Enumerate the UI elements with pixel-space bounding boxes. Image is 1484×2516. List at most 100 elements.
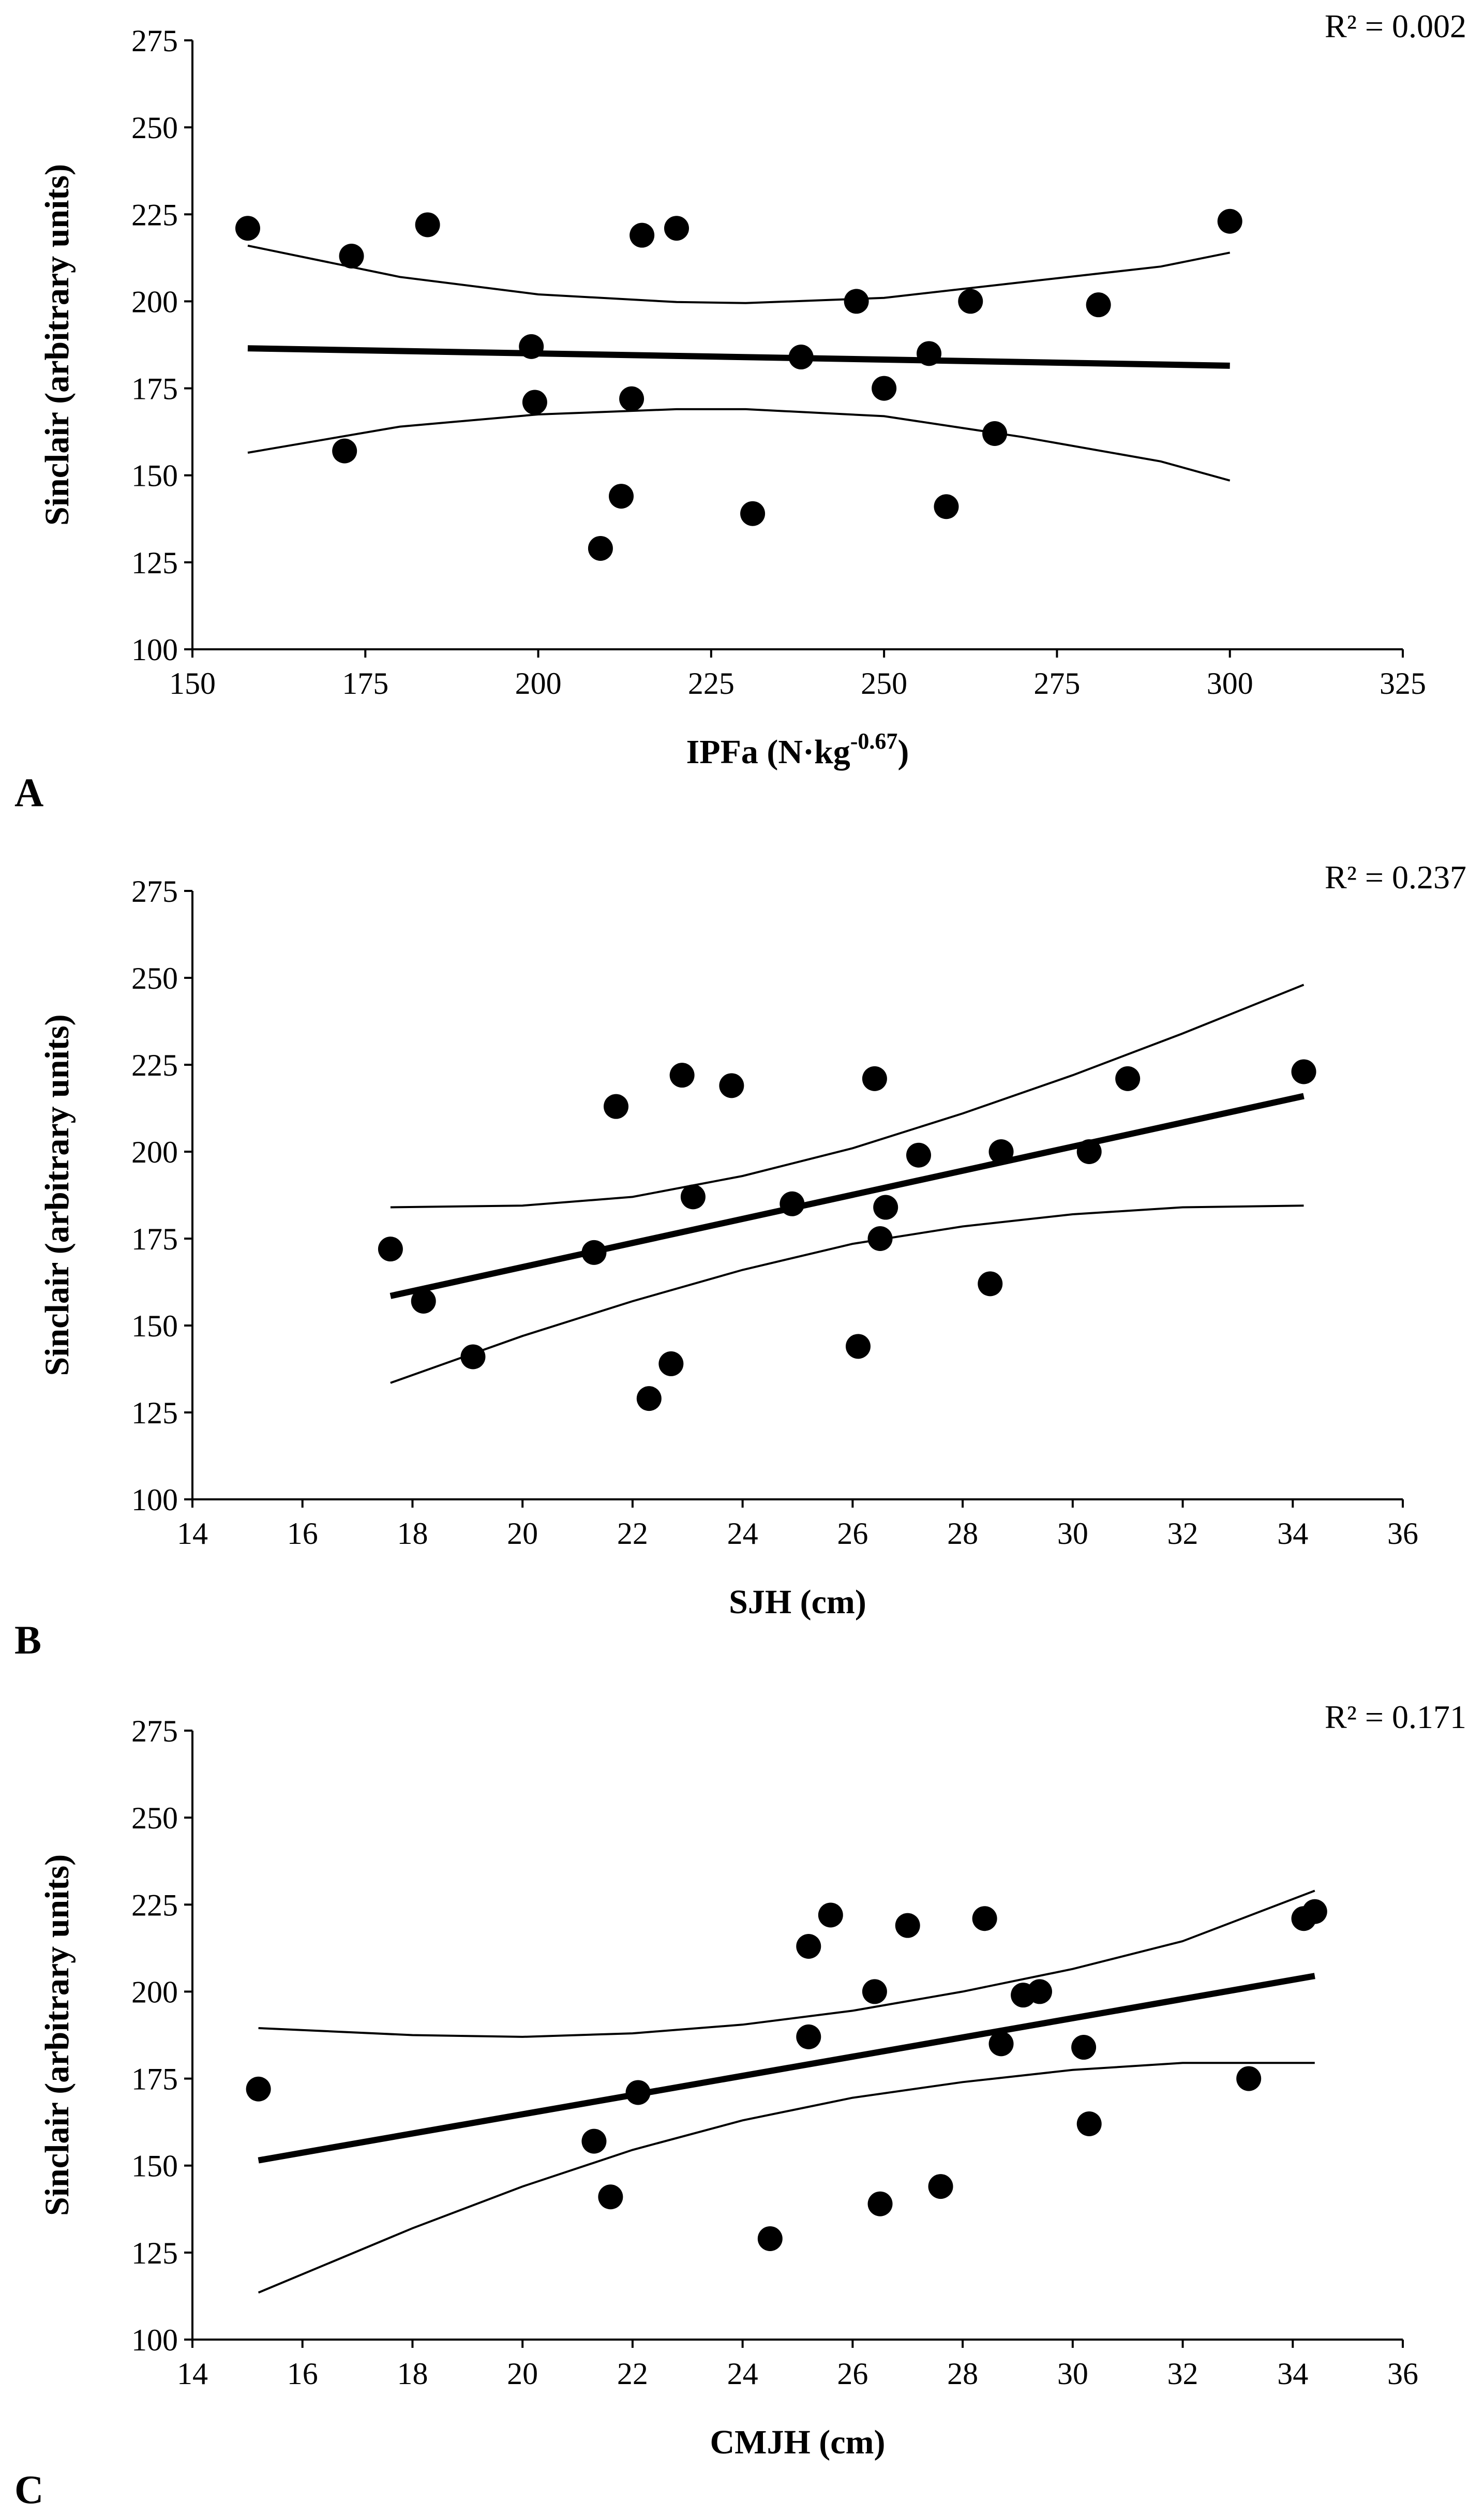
data-point [235, 216, 260, 241]
data-point [988, 2031, 1014, 2057]
panel-c: 100 125 150 175 200 225 250 275 14 16 18 20 22 24 26 28… [14, 1699, 1466, 2512]
data-point [846, 1334, 871, 1359]
data-point [411, 1288, 436, 1314]
data-point [1302, 1899, 1327, 1924]
data-point [664, 216, 689, 241]
x-tick-label: 34 [1277, 1516, 1308, 1551]
data-point [780, 1191, 805, 1216]
x-tick-label: 36 [1387, 1516, 1418, 1551]
x-tick-label: 300 [1207, 666, 1253, 701]
ci-upper-line [390, 984, 1305, 1209]
x-tick-label: 16 [287, 2357, 318, 2391]
data-point [1217, 209, 1242, 234]
r-squared-label: R² = 0.237 [1325, 859, 1466, 896]
data-point [609, 484, 634, 509]
x-tick-label: 30 [1057, 1516, 1088, 1551]
data-point [719, 1073, 744, 1098]
data-point [519, 334, 544, 359]
x-tick-label: 22 [617, 1516, 648, 1551]
y-tick-label: 175 [131, 2062, 178, 2096]
x-tick-label: 16 [287, 1516, 318, 1551]
y-tick-label: 125 [131, 2236, 178, 2270]
ci-lower-line [247, 408, 1231, 482]
data-point [581, 2128, 607, 2154]
data-point [958, 289, 983, 314]
data-point [619, 386, 644, 411]
y-tick-label: 200 [131, 1975, 178, 2009]
x-tick-label: 275 [1033, 666, 1080, 701]
data-point [1076, 2111, 1102, 2137]
x-tick-label: 34 [1277, 2357, 1308, 2391]
y-tick-label: 150 [131, 2149, 178, 2183]
x-tick-label: 24 [727, 2357, 758, 2391]
data-point [934, 494, 959, 519]
x-tick-label: 28 [947, 1516, 978, 1551]
x-tick-label: 250 [861, 666, 907, 701]
x-tick-label: 32 [1167, 1516, 1198, 1551]
y-tick-label: 100 [131, 633, 178, 667]
x-tick-label: 18 [397, 2357, 428, 2391]
x-tick-label: 225 [688, 666, 734, 701]
data-point [1291, 1059, 1316, 1084]
x-tick-label: 18 [397, 1516, 428, 1551]
data-point [982, 421, 1008, 446]
y-tick-label: 125 [131, 1396, 178, 1430]
r-squared-label: R² = 0.002 [1325, 8, 1466, 44]
x-tick-label: 30 [1057, 2357, 1088, 2391]
data-point [1086, 292, 1111, 318]
data-point [895, 1913, 920, 1938]
y-axis-title: Sinclair (arbitrary units) [38, 1014, 76, 1376]
data-point [415, 212, 440, 237]
x-axis-title: SJH (cm) [729, 1583, 866, 1621]
panel-a: 100 125 150 175 200 225 250 275 150 175 200 225 250 2… [14, 8, 1466, 815]
data-point [867, 1226, 893, 1251]
y-axis-title: Sinclair (arbitrary units) [38, 164, 76, 526]
data-point [636, 1386, 662, 1411]
data-point [917, 341, 942, 366]
data-point [988, 1139, 1014, 1164]
y-tick-label: 250 [131, 1801, 178, 1835]
x-axis-title: IPFa (N·kg-0.67) [686, 728, 909, 771]
data-point [928, 2174, 953, 2199]
y-tick-label: 275 [131, 1714, 178, 1748]
data-point [867, 2191, 893, 2216]
y-tick-label: 250 [131, 961, 178, 995]
panel-label: A [14, 770, 43, 815]
x-tick-label: 200 [515, 666, 562, 701]
y-tick-label: 200 [131, 1135, 178, 1169]
data-point [1076, 1139, 1102, 1164]
data-point [658, 1351, 684, 1376]
x-tick-label: 24 [727, 1516, 758, 1551]
data-point [588, 535, 613, 561]
data-point [873, 1195, 898, 1220]
x-tick-label: 175 [342, 666, 388, 701]
data-point [339, 243, 364, 269]
x-tick-label: 20 [507, 2357, 538, 2391]
x-tick-label: 150 [169, 666, 216, 701]
data-point [604, 1094, 628, 1119]
data-point [844, 289, 869, 314]
data-point [796, 2024, 821, 2049]
x-tick-label: 26 [837, 1516, 868, 1551]
data-point [1071, 2035, 1097, 2060]
data-point [972, 1906, 997, 1931]
data-point [906, 1142, 931, 1168]
x-axis-title: CMJH (cm) [710, 2423, 885, 2461]
y-axis-title: Sinclair (arbitrary units) [38, 1854, 76, 2216]
regression-line [258, 1973, 1315, 2164]
r-squared-label: R² = 0.171 [1325, 1699, 1466, 1735]
y-tick-label: 100 [131, 1483, 178, 1517]
panel-label: B [14, 1617, 41, 1662]
data-point [378, 1237, 403, 1262]
y-tick-label: 225 [131, 1888, 178, 1922]
y-tick-label: 225 [131, 1048, 178, 1082]
y-tick-label: 225 [131, 198, 178, 232]
data-point [818, 1902, 843, 1928]
y-tick-label: 150 [131, 459, 178, 493]
data-point [581, 1240, 607, 1265]
x-tick-label: 22 [617, 2357, 648, 2391]
x-tick-label: 325 [1380, 666, 1426, 701]
x-axis-title-superscript: -0.67 [850, 728, 898, 754]
ci-lower-line [258, 2062, 1315, 2294]
